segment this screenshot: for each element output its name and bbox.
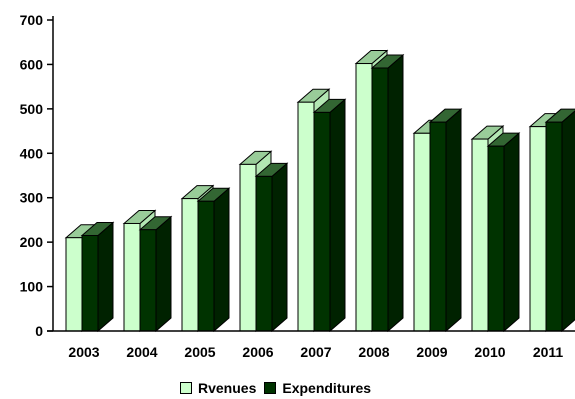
legend-label-expenditures: Expenditures	[282, 380, 372, 396]
bar-expenditures	[81, 234, 99, 332]
bar-revenues	[471, 138, 489, 332]
x-tick-label: 2007	[300, 344, 331, 360]
y-tick-label: 500	[20, 101, 44, 117]
bar-revenues	[355, 63, 373, 332]
x-tick-label: 2010	[474, 344, 505, 360]
bar-expenditures	[313, 111, 331, 332]
bar-expenditures	[545, 121, 563, 332]
x-tick-label: 2006	[242, 344, 273, 360]
legend-swatch-revenues	[180, 382, 192, 394]
bar-expenditures	[139, 229, 157, 332]
bar-expenditures-side	[503, 132, 520, 333]
legend-label-revenues: Rvenues	[198, 380, 257, 396]
y-tick-label: 600	[20, 56, 44, 72]
bar-revenues	[239, 163, 257, 332]
bar-expenditures	[487, 145, 505, 332]
y-tick-label: 700	[20, 12, 44, 28]
bar-expenditures-side	[155, 215, 172, 333]
y-tick-label: 0	[35, 323, 43, 339]
bar-expenditures	[429, 121, 447, 332]
bar-expenditures-side	[97, 221, 114, 333]
y-tick-label: 300	[20, 190, 44, 206]
x-tick-label: 2009	[416, 344, 447, 360]
bar-expenditures-side	[329, 98, 346, 333]
bar-expenditures	[197, 200, 215, 332]
bar-revenues	[297, 101, 315, 332]
bar-expenditures-side	[213, 187, 230, 333]
legend-swatch-expenditures	[264, 382, 277, 394]
x-tick-label: 2005	[184, 344, 215, 360]
y-tick-label: 200	[20, 234, 44, 250]
bar-revenues	[65, 237, 83, 332]
x-tick-label: 2008	[358, 344, 389, 360]
legend: Rvenues Expenditures	[180, 380, 371, 396]
bar-revenues	[529, 126, 547, 332]
bar-revenues	[181, 198, 199, 332]
x-tick-label: 2003	[68, 344, 99, 360]
x-tick-label: 2011	[533, 344, 564, 360]
bar-revenues	[413, 132, 431, 332]
bar-expenditures	[255, 175, 273, 332]
bar-expenditures-side	[561, 110, 575, 333]
y-tick-label: 100	[20, 279, 44, 295]
bar-expenditures	[371, 67, 389, 332]
x-tick-label: 2004	[126, 344, 157, 360]
bar-expenditures-side	[271, 162, 288, 333]
bar-expenditures-side	[445, 108, 462, 333]
bar-revenues	[123, 222, 141, 332]
y-tick-label: 400	[20, 145, 44, 161]
bar-expenditures-side	[387, 53, 404, 333]
